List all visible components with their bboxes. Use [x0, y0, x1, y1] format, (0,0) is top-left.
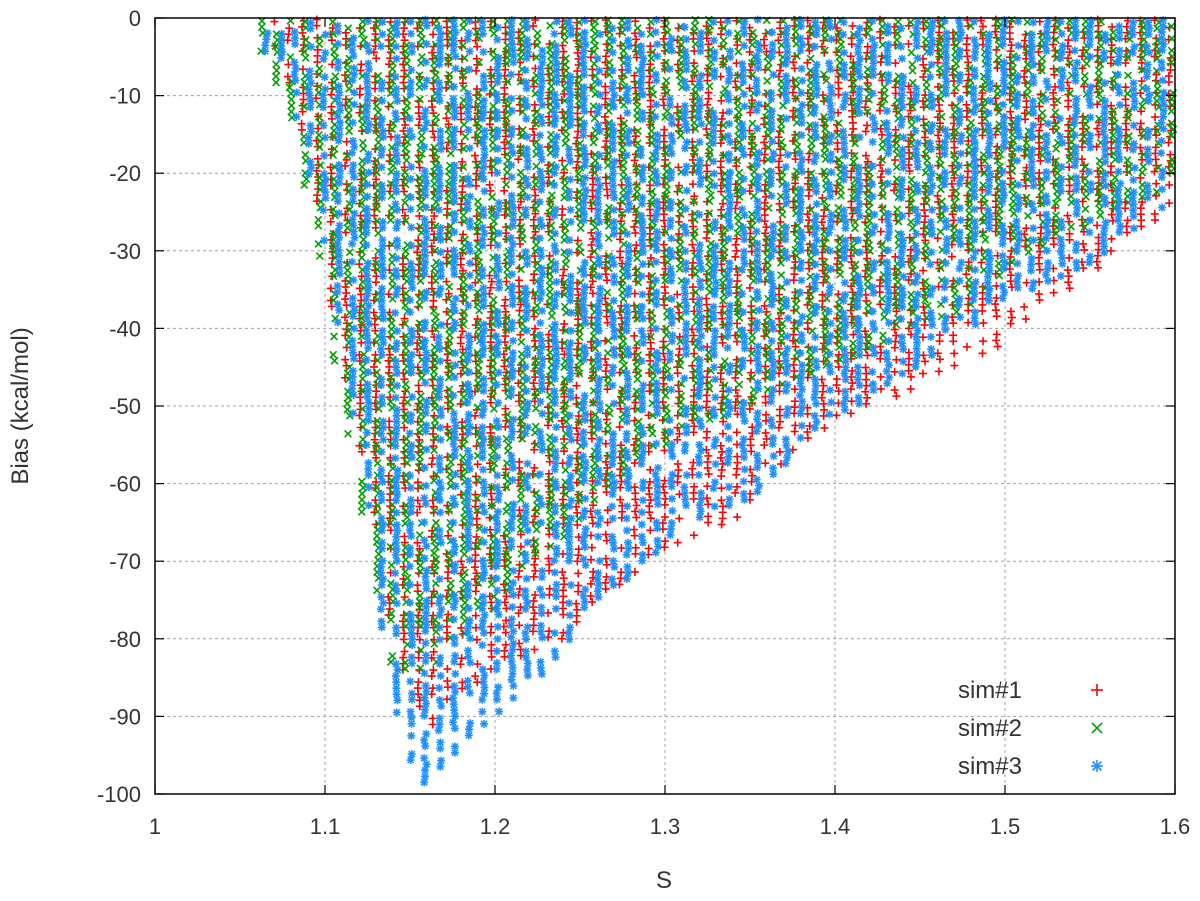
data-point	[342, 137, 351, 146]
data-point	[372, 54, 381, 63]
data-point	[399, 635, 408, 644]
data-point	[369, 308, 378, 317]
data-point	[341, 210, 350, 219]
data-point	[428, 103, 437, 112]
data-point	[414, 121, 423, 130]
data-point	[299, 95, 308, 104]
data-point	[384, 290, 393, 299]
data-point	[400, 423, 409, 432]
data-point	[415, 635, 424, 644]
data-point	[400, 647, 409, 656]
data-point	[400, 163, 409, 172]
data-point	[283, 72, 292, 81]
data-point	[326, 163, 335, 172]
data-point	[371, 278, 380, 287]
data-point	[427, 460, 436, 469]
data-point	[429, 109, 438, 118]
data-point	[370, 435, 379, 444]
data-point	[429, 30, 438, 39]
data-point	[369, 48, 378, 57]
data-point	[326, 284, 335, 293]
data-point	[357, 338, 366, 347]
data-point	[428, 720, 437, 729]
data-point	[414, 653, 423, 662]
data-point	[298, 107, 307, 116]
data-points	[257, 15, 1178, 787]
data-point	[429, 647, 438, 656]
data-point	[427, 284, 436, 293]
data-point	[413, 496, 422, 505]
data-point	[400, 314, 409, 323]
data-point	[428, 127, 437, 136]
data-point	[313, 57, 322, 66]
data-point	[342, 155, 351, 164]
data-point	[270, 17, 279, 26]
data-point	[342, 301, 351, 310]
data-point	[356, 66, 365, 75]
data-point	[357, 447, 366, 456]
data-point	[427, 672, 436, 681]
data-point	[428, 454, 437, 463]
data-point	[312, 21, 321, 30]
data-point	[415, 163, 424, 172]
data-point	[400, 538, 409, 547]
data-point	[298, 65, 307, 74]
data-point	[341, 40, 350, 49]
data-point	[326, 217, 335, 226]
data-point	[297, 125, 306, 134]
data-point	[341, 313, 350, 322]
data-point	[413, 538, 422, 547]
data-point	[427, 617, 436, 626]
data-point	[342, 289, 351, 298]
data-point	[341, 355, 350, 364]
data-point	[341, 295, 350, 304]
data-point	[430, 212, 439, 221]
data-point	[284, 60, 293, 69]
data-point	[356, 326, 365, 335]
data-point	[355, 284, 364, 293]
data-point	[415, 211, 424, 220]
data-point	[357, 272, 366, 281]
data-point	[400, 24, 409, 33]
data-point	[400, 375, 409, 384]
data-point	[401, 120, 410, 129]
data-point	[371, 453, 380, 462]
data-point	[414, 109, 423, 118]
data-point	[429, 665, 438, 674]
data-point	[341, 161, 350, 170]
data-point	[357, 296, 366, 305]
